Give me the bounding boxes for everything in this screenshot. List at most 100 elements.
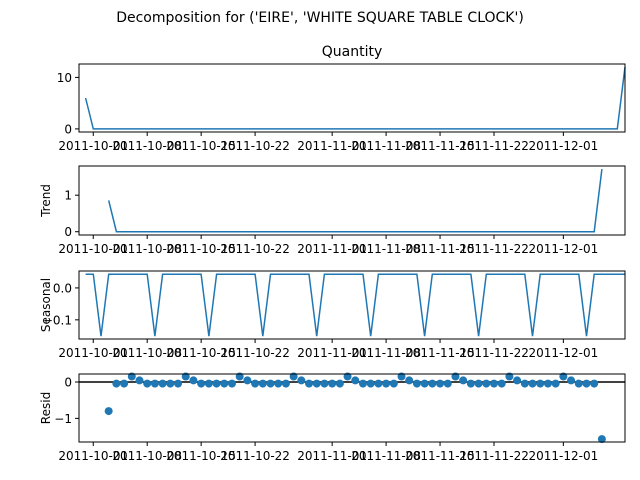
resid-point: [104, 407, 113, 416]
resid-point: [567, 376, 576, 385]
resid-point: [351, 376, 360, 385]
x-tick-label: 2011-11-01: [297, 449, 367, 463]
y-tick-label: 0: [64, 376, 72, 390]
x-tick-label: 2011-11-15: [405, 346, 475, 360]
resid-point: [482, 379, 491, 388]
x-tick-label: 2011-11-08: [351, 139, 421, 153]
resid-point: [289, 372, 298, 381]
resid-point: [166, 379, 175, 388]
resid-point: [112, 379, 121, 388]
resid-point: [281, 379, 290, 388]
figure-suptitle: Decomposition for ('EIRE', 'WHITE SQUARE…: [116, 10, 524, 26]
x-tick-label: 2011-11-01: [297, 139, 367, 153]
x-tick-label: 2011-12-01: [528, 139, 598, 153]
x-tick-label: 2011-11-22: [459, 139, 529, 153]
resid-point: [305, 379, 314, 388]
y-tick-label: 10: [57, 71, 72, 85]
resid-point: [520, 379, 529, 388]
x-tick-label: 2011-10-01: [58, 242, 128, 256]
resid-point: [428, 379, 437, 388]
resid-point: [335, 379, 344, 388]
resid-point: [197, 379, 206, 388]
resid-point: [536, 379, 545, 388]
resid-point: [181, 372, 190, 381]
resid-point: [320, 379, 329, 388]
x-tick-label: 2011-11-08: [351, 449, 421, 463]
x-tick-label: 2011-10-01: [58, 139, 128, 153]
resid-point: [150, 379, 159, 388]
x-tick-label: 2011-10-08: [112, 242, 182, 256]
series-line: [85, 273, 625, 337]
resid-point: [590, 379, 599, 388]
resid-point: [489, 379, 498, 388]
x-tick-label: 2011-11-15: [405, 139, 475, 153]
x-tick-label: 2011-10-15: [166, 139, 236, 153]
resid-point: [528, 379, 537, 388]
panel-title: Quantity: [322, 44, 383, 60]
x-tick-label: 2011-10-08: [112, 139, 182, 153]
x-tick-label: 2011-11-08: [351, 346, 421, 360]
panel-2: Trend012011-10-012011-10-082011-10-15201…: [39, 165, 626, 256]
resid-point: [358, 379, 367, 388]
resid-point: [174, 379, 183, 388]
resid-point: [127, 372, 136, 381]
x-tick-label: 2011-11-22: [459, 449, 529, 463]
resid-point: [551, 379, 560, 388]
resid-point: [412, 379, 421, 388]
y-tick-label: 0: [64, 122, 72, 136]
resid-point: [513, 376, 522, 385]
resid-point: [382, 379, 391, 388]
y-axis-label: Trend: [39, 184, 53, 218]
x-tick-label: 2011-10-22: [220, 139, 290, 153]
resid-point: [451, 372, 460, 381]
y-tick-label: −1: [54, 412, 72, 426]
resid-point: [559, 372, 568, 381]
y-axis-label: Resid: [39, 392, 53, 424]
resid-point: [312, 379, 321, 388]
resid-point: [497, 379, 506, 388]
resid-point: [366, 379, 375, 388]
resid-point: [251, 379, 260, 388]
resid-point: [297, 376, 306, 385]
axes-frame: [78, 270, 626, 340]
x-tick-label: 2011-10-15: [166, 346, 236, 360]
resid-point: [459, 376, 468, 385]
resid-point: [582, 379, 591, 388]
resid-point: [343, 372, 352, 381]
x-tick-label: 2011-11-01: [297, 346, 367, 360]
x-tick-label: 2011-11-01: [297, 242, 367, 256]
resid-point: [574, 379, 583, 388]
resid-point: [466, 379, 475, 388]
resid-point: [227, 379, 236, 388]
resid-point: [543, 379, 552, 388]
resid-point: [266, 379, 275, 388]
x-tick-label: 2011-10-22: [220, 242, 290, 256]
axes-frame: [78, 373, 626, 443]
resid-point: [243, 376, 252, 385]
x-tick-label: 2011-10-01: [58, 346, 128, 360]
x-tick-label: 2011-11-08: [351, 242, 421, 256]
panel-1: Quantity 0 10 2011-10-012011-10-082011-10-1…: [57, 44, 626, 153]
axes-frame: [78, 165, 626, 236]
x-tick-label: 2011-10-15: [166, 449, 236, 463]
panel-4: Resid0−12011-10-012011-10-082011-10-1520…: [39, 372, 626, 463]
x-tick-label: 2011-10-15: [166, 242, 236, 256]
y-tick-label: −0.1: [43, 313, 72, 327]
resid-point: [405, 376, 414, 385]
resid-point: [389, 379, 398, 388]
resid-point: [597, 435, 606, 444]
series-line: [107, 169, 603, 233]
resid-point: [505, 372, 514, 381]
resid-point: [397, 372, 406, 381]
resid-point: [436, 379, 445, 388]
series-line: [84, 67, 626, 130]
resid-point: [328, 379, 337, 388]
panel-3: Seasonal 0.0−0.12011-10-012011-10-082011-…: [39, 270, 626, 360]
resid-point: [158, 379, 167, 388]
x-tick-label: 2011-10-08: [112, 346, 182, 360]
y-axis-label: Seasonal: [39, 278, 53, 332]
resid-point: [120, 379, 129, 388]
resid-point: [212, 379, 221, 388]
x-tick-label: 2011-10-22: [220, 449, 290, 463]
